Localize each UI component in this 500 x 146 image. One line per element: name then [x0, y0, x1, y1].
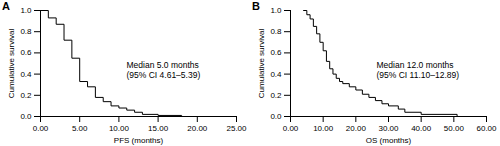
svg-text:30.00: 30.00 — [378, 124, 399, 133]
svg-text:1.0: 1.0 — [270, 6, 282, 15]
svg-text:5.00: 5.00 — [72, 124, 88, 133]
svg-text:0.2: 0.2 — [20, 91, 32, 100]
svg-text:0.8: 0.8 — [270, 27, 282, 36]
svg-text:0.4: 0.4 — [20, 70, 32, 79]
svg-text:25.00: 25.00 — [226, 124, 247, 133]
svg-text:20.00: 20.00 — [346, 124, 367, 133]
svg-text:10.00: 10.00 — [109, 124, 130, 133]
svg-text:0.6: 0.6 — [270, 48, 282, 57]
svg-text:PFS (months): PFS (months) — [114, 136, 164, 145]
svg-text:Median 12.0 months(95% CI 11.1: Median 12.0 months(95% CI 11.10–12.89) — [377, 60, 460, 80]
svg-text:10.00: 10.00 — [313, 124, 334, 133]
svg-text:0.0: 0.0 — [20, 112, 32, 121]
svg-text:60.00: 60.00 — [476, 124, 497, 133]
svg-text:Cumulative survival: Cumulative survival — [7, 29, 16, 99]
html-text:A: A — [2, 0, 10, 12]
svg-text:20.00: 20.00 — [187, 124, 208, 133]
svg-text:Cumulative survival: Cumulative survival — [257, 29, 266, 99]
html-text:B: B — [252, 0, 260, 12]
svg-text:15.00: 15.00 — [148, 124, 169, 133]
svg-text:0.2: 0.2 — [270, 91, 282, 100]
svg-text:0.4: 0.4 — [270, 70, 282, 79]
svg-text:OS (months): OS (months) — [366, 136, 412, 145]
svg-text:0.8: 0.8 — [20, 27, 32, 36]
svg-text:0.00: 0.00 — [33, 124, 49, 133]
svg-text:0.6: 0.6 — [20, 48, 32, 57]
svg-text:50.00: 50.00 — [444, 124, 465, 133]
svg-text:1.0: 1.0 — [20, 6, 32, 15]
svg-text:0.00: 0.00 — [283, 124, 299, 133]
svg-text:40.00: 40.00 — [411, 124, 432, 133]
svg-text:Median 5.0 months(95% CI 4.61–: Median 5.0 months(95% CI 4.61–5.39) — [127, 60, 201, 80]
svg-text:0.0: 0.0 — [270, 112, 282, 121]
